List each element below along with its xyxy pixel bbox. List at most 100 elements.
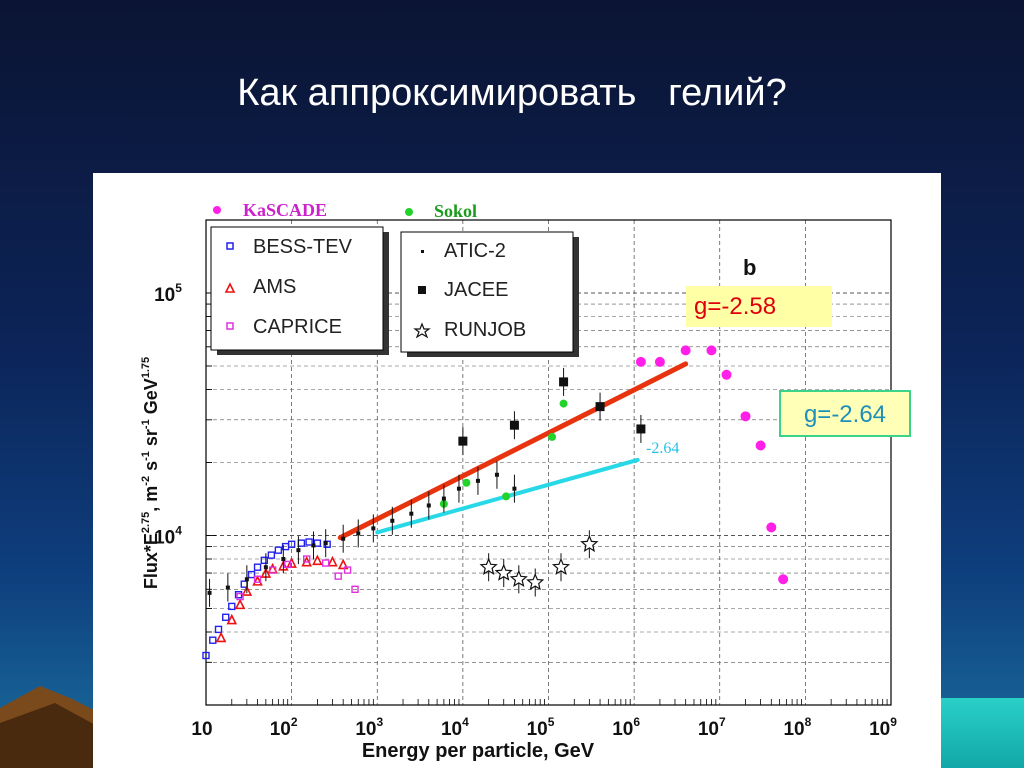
point-bess-tev <box>260 556 269 565</box>
point-atic-2 <box>244 577 249 582</box>
point-jacee <box>509 420 519 430</box>
x-tick-label: 104 <box>441 715 469 740</box>
legend-label-sokol: Sokol <box>434 201 477 221</box>
point-jacee <box>595 402 605 412</box>
point-sokol <box>462 478 471 487</box>
legend-marker-runjob <box>413 322 431 339</box>
point-atic-2 <box>441 496 446 501</box>
point-ams <box>215 631 227 643</box>
point-caprice <box>268 566 277 574</box>
point-bess-tev <box>222 613 230 621</box>
legend-marker-kascade <box>213 206 221 214</box>
flux-chart: 10 102 103 104 105 106 107 108 109 104 105 KaSCADE… <box>140 200 897 762</box>
point-atic-2 <box>311 543 316 548</box>
point-bess-tev <box>202 651 210 660</box>
point-atic-2 <box>426 503 431 508</box>
y-tick-label: 104 <box>154 523 182 548</box>
point-bess-tev <box>214 625 223 634</box>
point-caprice <box>343 566 352 574</box>
point-atic-2 <box>281 557 286 562</box>
x-tick-label: 10 <box>191 719 212 740</box>
point-ams <box>226 613 238 625</box>
point-bess-tev <box>313 539 322 547</box>
point-caprice <box>321 559 330 567</box>
legend-marker-sokol <box>405 208 413 216</box>
slope-note-cyan: g=-2.64 <box>779 390 911 437</box>
point-atic-2 <box>494 472 499 477</box>
point-kascade <box>654 356 665 367</box>
tick-labels: 10 102 103 104 105 106 107 108 109 104 105 <box>154 281 897 740</box>
point-runjob <box>479 557 498 575</box>
x-axis-title: Energy per particle, GeV <box>362 740 595 762</box>
point-bess-tev <box>274 546 283 554</box>
point-atic-2 <box>356 531 361 536</box>
point-caprice <box>334 572 342 580</box>
legend-label-kascade: KaSCADE <box>243 200 327 220</box>
point-kascade <box>680 345 691 356</box>
point-kascade <box>635 356 646 367</box>
y-axis-title: Flux*E2.75, m-2 s-1 sr-1 GeV1.75 <box>140 357 161 589</box>
point-caprice <box>236 592 244 601</box>
x-tick-label: 108 <box>783 715 811 740</box>
point-atic-2 <box>475 478 480 483</box>
fit-line-red <box>337 361 689 541</box>
point-caprice <box>303 555 311 563</box>
legend-label-runjob: RUNJOB <box>444 319 526 341</box>
point-atic-2 <box>225 585 230 590</box>
point-kascade <box>721 369 732 380</box>
point-bess-tev <box>209 636 217 644</box>
point-atic-2 <box>390 518 395 523</box>
x-tick-label: 107 <box>698 715 726 740</box>
legend-label-atic: ATIC-2 <box>444 240 506 262</box>
point-caprice <box>253 575 262 583</box>
slide-title: Как аппроксимировать гелий? <box>237 72 787 114</box>
point-kascade <box>755 440 766 451</box>
legend-label-caprice: CAPRICE <box>253 316 342 338</box>
legend-marker-jacee <box>418 286 426 294</box>
point-jacee <box>458 436 468 446</box>
point-atic-2 <box>409 511 414 516</box>
point-atic-2 <box>296 548 301 553</box>
point-bess-tev <box>287 540 296 548</box>
slope-note-red: g=-2.58 <box>686 286 832 327</box>
legend-marker-bess <box>226 242 234 250</box>
point-sokol <box>502 492 511 501</box>
point-caprice <box>284 560 292 569</box>
point-bess-tev <box>228 602 236 611</box>
legend-label-bess: BESS-TEV <box>253 236 353 258</box>
data-points <box>202 345 789 660</box>
point-kascade <box>740 411 751 422</box>
legend-marker-ams <box>224 282 236 293</box>
point-ams <box>234 598 246 610</box>
point-atic-2 <box>341 536 346 541</box>
legend-box-left <box>210 226 384 351</box>
point-jacee <box>636 424 646 434</box>
point-kascade <box>766 522 777 533</box>
x-tick-label: 109 <box>869 715 897 740</box>
point-sokol <box>559 399 568 408</box>
point-runjob <box>551 557 571 575</box>
fit-cyan-inline-label: -2.64 <box>646 440 679 457</box>
point-runjob <box>580 534 599 553</box>
x-tick-label: 105 <box>527 715 555 740</box>
point-ams <box>286 557 297 568</box>
legend-label-jacee: JACEE <box>444 279 508 301</box>
point-atic-2 <box>207 590 212 595</box>
legend-marker-caprice <box>226 322 234 330</box>
point-sokol <box>548 432 557 441</box>
legend-box-right <box>400 231 574 353</box>
point-kascade <box>778 574 789 585</box>
axis-ticks <box>206 219 888 706</box>
point-runjob <box>509 569 528 587</box>
point-ams <box>241 585 253 596</box>
x-tick-label: 102 <box>270 715 298 740</box>
point-caprice <box>351 585 359 593</box>
panel-letter: b <box>743 255 756 280</box>
point-atic-2 <box>263 565 268 570</box>
x-tick-label: 103 <box>355 715 383 740</box>
point-bess-tev <box>247 570 256 579</box>
point-ams <box>252 575 263 586</box>
point-ams <box>337 558 349 570</box>
legend-label-ams: AMS <box>253 276 296 298</box>
point-atic-2 <box>371 526 376 531</box>
